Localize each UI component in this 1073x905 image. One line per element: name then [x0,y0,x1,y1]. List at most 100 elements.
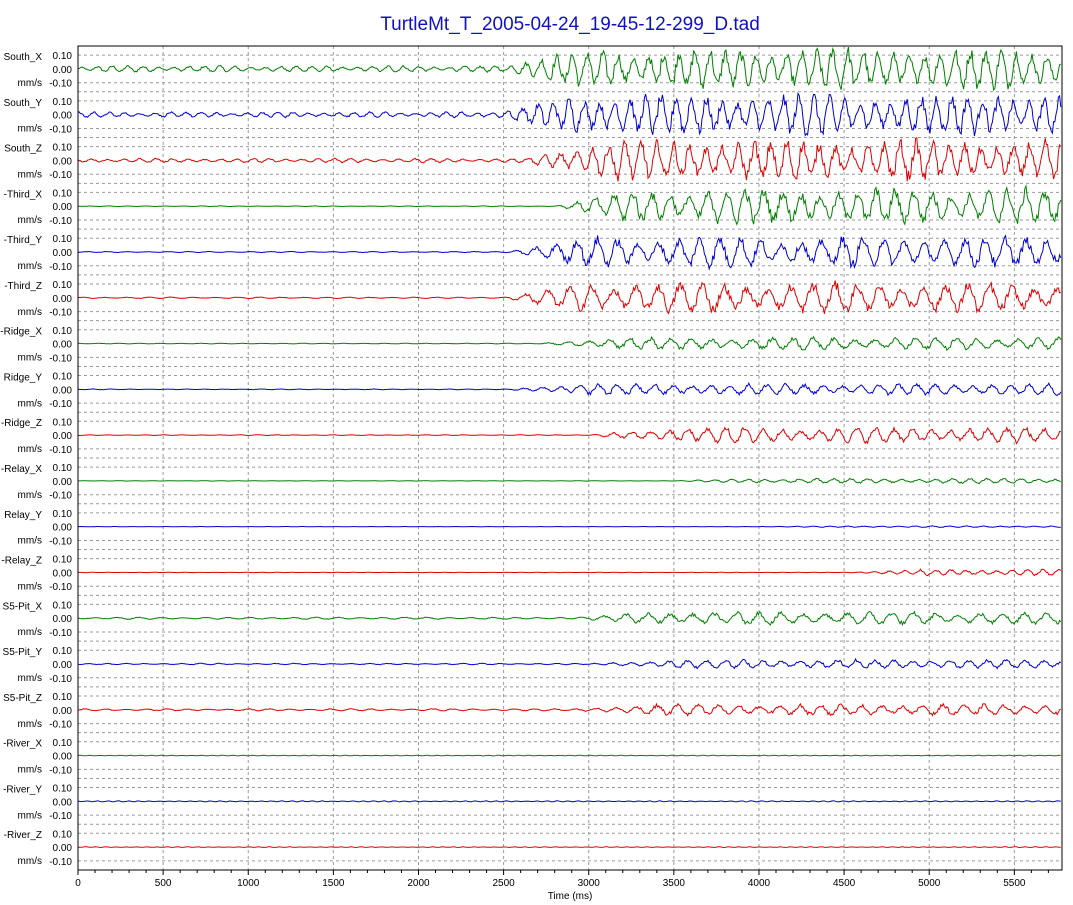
grid-layer [78,46,1062,871]
y-tick-label: 0.00 [53,477,73,488]
y-tick-label: 0.10 [53,280,73,291]
unit-label: mm/s [18,765,42,776]
trace-relay_x [77,477,1061,485]
x-axis-label: Time (ms) [548,891,593,902]
y-tick-label: 0.10 [53,234,73,245]
channel-label: -Ridge_Z [1,418,42,429]
y-tick-label: 0.10 [53,509,73,520]
unit-label: mm/s [18,398,42,409]
channel-label: -River_X [3,739,42,750]
y-tick-label: 0.00 [53,797,73,808]
y-tick-label: 0.00 [53,431,73,442]
channel-label: -Third_Y [4,235,43,246]
y-tick-label: -0.10 [49,216,72,227]
unit-label: mm/s [18,673,42,684]
unit-label: mm/s [18,124,42,135]
chart-title: TurtleMt_T_2005-04-24_19-45-12-299_D.tad [380,14,760,35]
y-tick-label: 0.10 [53,372,73,383]
axis-layer [77,45,1063,875]
unit-label: mm/s [18,581,42,592]
y-tick-label: 0.00 [53,385,73,396]
y-tick-label: -0.10 [49,536,72,547]
y-tick-label: 0.00 [53,202,73,213]
x-tick-label: 3500 [663,878,686,889]
channel-label: -Relay_X [1,464,42,475]
unit-label: mm/s [18,490,42,501]
y-tick-label: 0.00 [53,752,73,763]
trace-south_z [77,136,1062,182]
trace-south_x [77,46,1062,92]
channel-label: -Relay_Z [1,556,42,567]
channel-label: -River_Y [3,784,42,795]
trace-relay_y [77,525,1061,529]
trace-s5-pit_y [77,657,1062,670]
trace-third_z [77,280,1062,315]
unit-label: mm/s [18,627,42,638]
y-tick-label: 0.00 [53,111,73,122]
channel-label: Relay_Y [4,510,42,521]
channel-label: -River_Z [4,830,42,841]
y-tick-label: 0.00 [53,660,73,671]
unit-label: mm/s [18,307,42,318]
y-tick-label: 0.10 [53,143,73,154]
x-tick-label: 4500 [833,878,856,889]
trace-ridge_y [77,381,1062,397]
y-tick-label: -0.10 [49,582,72,593]
y-tick-label: 0.10 [53,600,73,611]
unit-label: mm/s [18,856,42,867]
y-tick-label: -0.10 [49,308,72,319]
y-tick-label: -0.10 [49,720,72,731]
unit-label: mm/s [18,536,42,547]
channel-label: S5-Pit_Y [3,647,43,658]
x-tick-label: 2500 [492,878,515,889]
trace-river_z [77,846,1061,849]
channel-label: -Ridge_X [0,327,42,338]
y-tick-label: 0.10 [53,829,73,840]
trace-river_y [77,800,1061,803]
x-tick-label: 4000 [748,878,771,889]
y-tick-label: -0.10 [49,674,72,685]
y-tick-label: 0.10 [53,555,73,566]
x-tick-label: 3000 [578,878,601,889]
x-tick-label: 5000 [918,878,941,889]
x-tick-label: 2000 [407,878,430,889]
y-tick-label: 0.00 [53,65,73,76]
y-tick-label: 0.10 [53,188,73,199]
y-tick-label: -0.10 [49,628,72,639]
trace-ridge_x [78,335,1062,352]
trace-river_x [78,754,1061,757]
x-tick-label: 5500 [1003,878,1026,889]
label-layer: 0.10 0.00 -0.10 South_X mm/s 0.10 0.00 -0.10 Sou… [0,51,1026,889]
y-tick-label: 0.10 [53,784,73,795]
trace-south_y [77,91,1062,137]
unit-label: mm/s [18,215,42,226]
y-tick-label: 0.00 [53,843,73,854]
trace-s5-pit_x [77,610,1062,627]
unit-label: mm/s [18,261,42,272]
trace-layer [77,46,1062,849]
trace-ridge_z [77,425,1061,445]
y-tick-label: 0.00 [53,614,73,625]
y-tick-label: 0.10 [53,417,73,428]
channel-label: -Third_Z [4,281,42,292]
y-tick-label: -0.10 [49,170,72,181]
trace-third_y [77,234,1062,271]
y-tick-label: 0.00 [53,568,73,579]
y-tick-label: -0.10 [49,79,72,90]
y-tick-label: -0.10 [49,765,72,776]
y-tick-label: -0.10 [49,399,72,410]
y-tick-label: 0.10 [53,738,73,749]
trace-relay_z [77,568,1062,577]
y-tick-label: 0.00 [53,523,73,534]
unit-label: mm/s [18,444,42,455]
unit-label: mm/s [18,719,42,730]
channel-label: Ridge_Y [4,372,43,383]
y-tick-label: 0.00 [53,248,73,259]
y-tick-label: 0.00 [53,706,73,717]
y-tick-label: 0.10 [53,646,73,657]
y-tick-label: 0.10 [53,692,73,703]
x-tick-label: 1500 [322,878,345,889]
x-tick-label: 0 [75,878,81,889]
unit-label: mm/s [18,810,42,821]
